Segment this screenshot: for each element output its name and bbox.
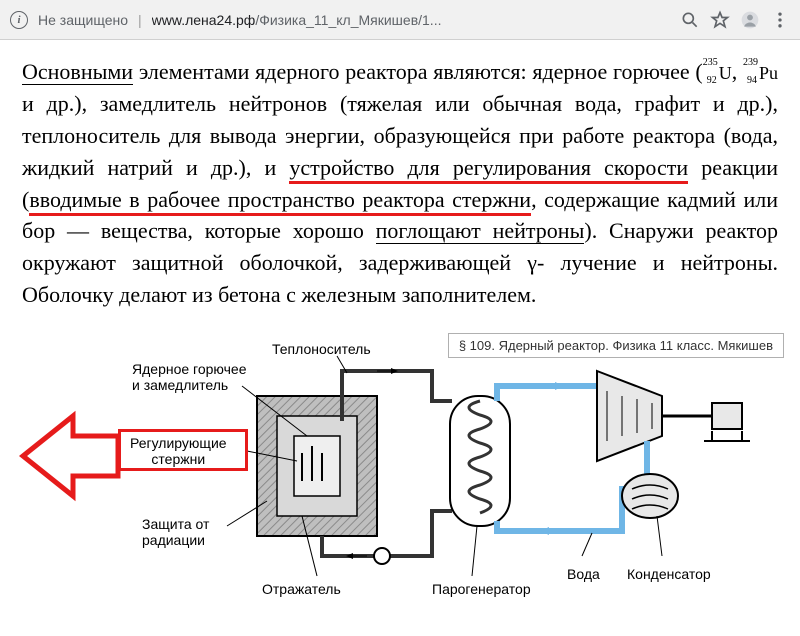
profile-icon[interactable]	[740, 10, 760, 30]
reactor-diagram: § 109. Ядерный реактор. Физика 11 класс.…	[22, 341, 778, 611]
label-water: Вода	[567, 566, 600, 582]
star-icon[interactable]	[710, 10, 730, 30]
info-icon[interactable]: i	[10, 11, 28, 29]
underlined-phrase-3: вводимые в рабочее пространство реактора…	[29, 187, 531, 216]
isotope-pu239: 23994Pu	[759, 60, 778, 86]
red-arrow-annotation	[18, 401, 128, 511]
security-status: Не защищено	[38, 12, 128, 28]
isotope-u235: 23592U	[719, 60, 732, 86]
tooltip: § 109. Ядерный реактор. Физика 11 класс.…	[448, 333, 784, 358]
label-steam-gen: Парогенератор	[432, 581, 531, 597]
url-separator: |	[138, 12, 142, 28]
label-shield: Защита от радиации	[142, 516, 209, 548]
kebab-menu-icon[interactable]	[770, 10, 790, 30]
url-domain: www.лена24.рф	[152, 12, 256, 28]
search-icon[interactable]	[680, 10, 700, 30]
underlined-phrase-2: устройство для регулирования скорости	[289, 155, 688, 184]
browser-address-bar: i Не защищено | www.лена24.рф/Физика_11_…	[0, 0, 800, 40]
main-paragraph: Основными элементами ядерного реактора я…	[22, 56, 778, 311]
url-path: /Физика_11_кл_Мякишев/1...	[255, 12, 441, 28]
url-display[interactable]: www.лена24.рф/Физика_11_кл_Мякишев/1...	[152, 12, 442, 28]
red-highlight-box	[118, 429, 248, 471]
label-reflector: Отражатель	[262, 581, 341, 597]
underlined-phrase-4: поглощают нейтроны	[376, 218, 585, 244]
label-coolant: Теплоноситель	[272, 341, 371, 357]
underlined-word-1: Основными	[22, 59, 133, 85]
label-fuel-moderator: Ядерное горючее и замедлитель	[132, 361, 246, 393]
page-content: Основными элементами ядерного реактора я…	[0, 40, 800, 611]
label-condenser: Конденсатор	[627, 566, 711, 582]
